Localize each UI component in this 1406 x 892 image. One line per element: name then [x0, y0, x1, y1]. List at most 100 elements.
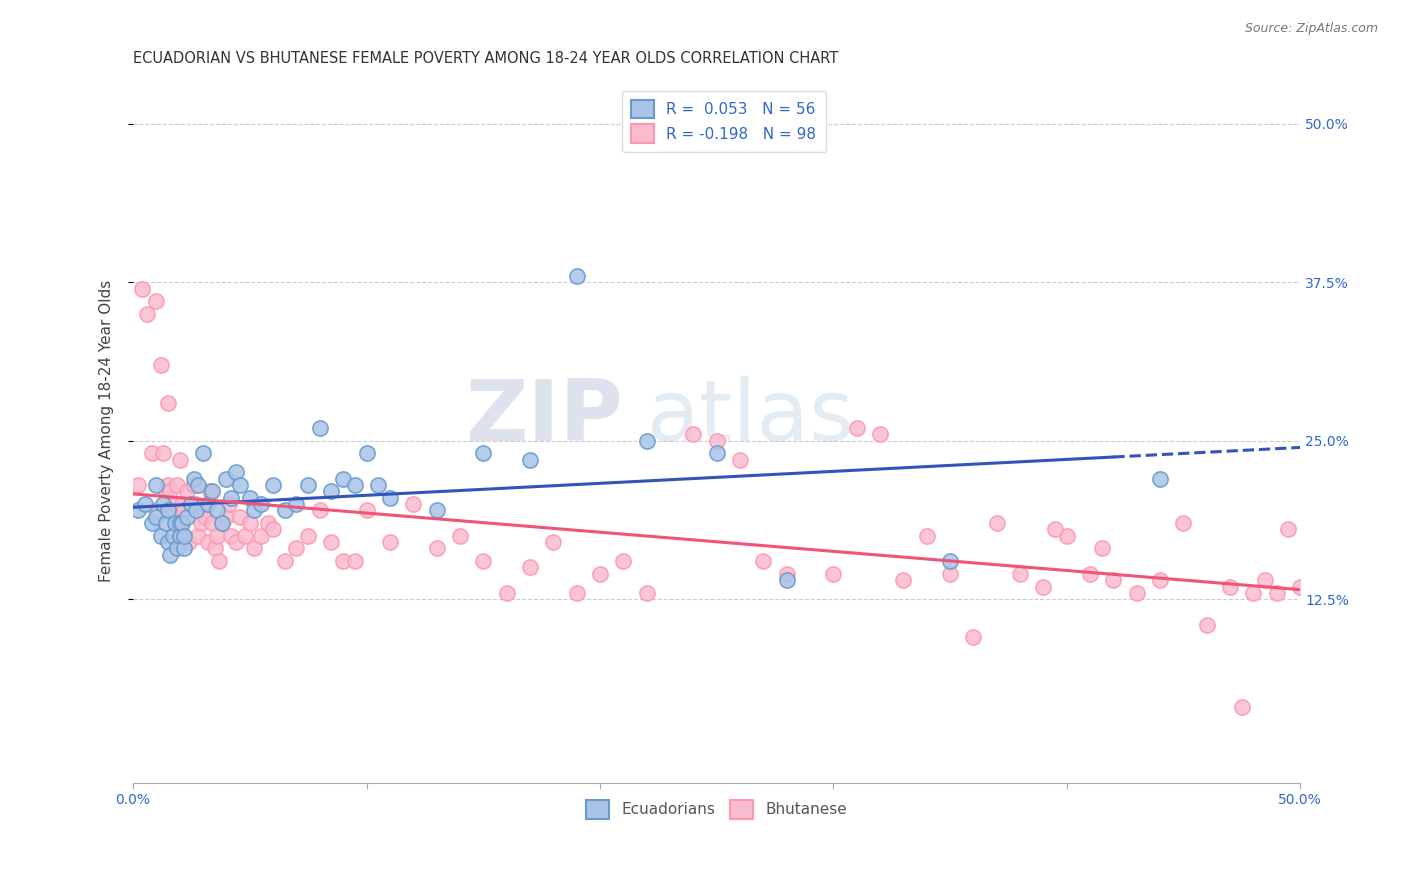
Point	[176, 509, 198, 524]
Point	[187, 478, 209, 492]
Point	[262, 523, 284, 537]
Point	[308, 421, 330, 435]
Point	[191, 446, 214, 460]
Point	[211, 516, 233, 530]
Point	[449, 529, 471, 543]
Point	[194, 509, 217, 524]
Point	[1149, 472, 1171, 486]
Point	[1125, 586, 1147, 600]
Point	[166, 541, 188, 556]
Point	[225, 535, 247, 549]
Point	[519, 560, 541, 574]
Point	[127, 478, 149, 492]
Point	[367, 478, 389, 492]
Point	[215, 472, 238, 486]
Point	[219, 491, 242, 505]
Point	[425, 541, 447, 556]
Point	[165, 516, 187, 530]
Point	[1277, 523, 1299, 537]
Point	[169, 516, 191, 530]
Point	[682, 427, 704, 442]
Point	[159, 484, 181, 499]
Point	[262, 478, 284, 492]
Point	[157, 478, 180, 492]
Point	[285, 541, 308, 556]
Point	[332, 472, 354, 486]
Point	[169, 529, 191, 543]
Point	[356, 503, 378, 517]
Point	[205, 529, 228, 543]
Point	[1289, 580, 1312, 594]
Point	[165, 497, 187, 511]
Point	[176, 484, 198, 499]
Point	[145, 503, 167, 517]
Point	[243, 503, 266, 517]
Point	[308, 503, 330, 517]
Point	[243, 541, 266, 556]
Text: ECUADORIAN VS BHUTANESE FEMALE POVERTY AMONG 18-24 YEAR OLDS CORRELATION CHART: ECUADORIAN VS BHUTANESE FEMALE POVERTY A…	[134, 51, 838, 66]
Text: ZIP: ZIP	[465, 376, 623, 458]
Point	[274, 503, 297, 517]
Point	[250, 529, 273, 543]
Point	[775, 566, 797, 581]
Point	[986, 516, 1008, 530]
Point	[219, 529, 242, 543]
Point	[297, 529, 319, 543]
Point	[239, 516, 262, 530]
Point	[297, 478, 319, 492]
Point	[166, 478, 188, 492]
Point	[472, 554, 495, 568]
Point	[172, 497, 194, 511]
Point	[157, 395, 180, 409]
Point	[162, 503, 184, 517]
Point	[752, 554, 775, 568]
Point	[565, 586, 588, 600]
Point	[180, 497, 202, 511]
Y-axis label: Female Poverty Among 18-24 Year Olds: Female Poverty Among 18-24 Year Olds	[100, 280, 114, 582]
Point	[215, 509, 238, 524]
Point	[184, 503, 207, 517]
Point	[173, 541, 195, 556]
Point	[150, 529, 173, 543]
Point	[141, 516, 163, 530]
Point	[136, 307, 159, 321]
Point	[204, 541, 226, 556]
Point	[218, 497, 240, 511]
Point	[198, 484, 221, 499]
Point	[134, 497, 156, 511]
Point	[728, 452, 751, 467]
Point	[191, 503, 214, 517]
Point	[869, 427, 891, 442]
Point	[155, 484, 177, 499]
Point	[1241, 586, 1264, 600]
Point	[1173, 516, 1195, 530]
Point	[169, 452, 191, 467]
Point	[1219, 580, 1241, 594]
Point	[197, 497, 219, 511]
Point	[1265, 586, 1288, 600]
Point	[589, 566, 612, 581]
Point	[274, 554, 297, 568]
Point	[159, 548, 181, 562]
Point	[201, 516, 224, 530]
Point	[179, 535, 201, 549]
Point	[233, 529, 256, 543]
Point	[225, 466, 247, 480]
Point	[321, 535, 343, 549]
Point	[612, 554, 634, 568]
Point	[565, 268, 588, 283]
Point	[706, 446, 728, 460]
Point	[402, 497, 425, 511]
Point	[145, 294, 167, 309]
Point	[356, 446, 378, 460]
Point	[131, 281, 153, 295]
Point	[239, 491, 262, 505]
Point	[939, 566, 962, 581]
Point	[229, 509, 252, 524]
Point	[915, 529, 938, 543]
Point	[962, 630, 984, 644]
Point	[205, 503, 228, 517]
Point	[173, 529, 195, 543]
Point	[636, 586, 658, 600]
Point	[201, 484, 224, 499]
